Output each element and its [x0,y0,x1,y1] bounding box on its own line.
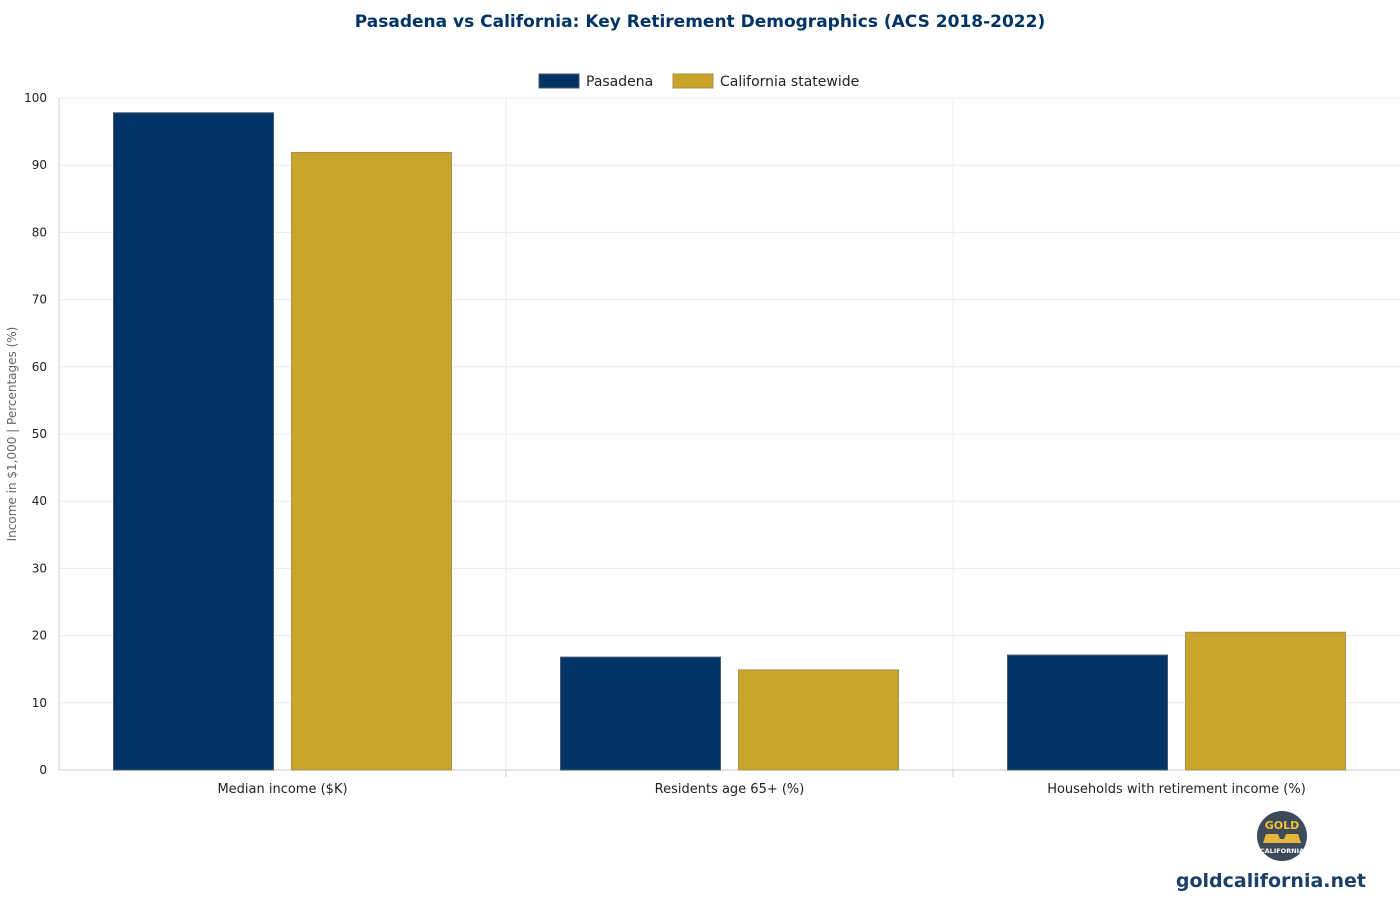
logo-top-text: GOLD [1265,819,1300,832]
y-tick-label-5: 50 [32,427,47,441]
legend: Pasadena California statewide [538,73,859,90]
bar-california-statewide-1 [738,669,899,771]
bar-pasadena-0 [113,112,274,771]
bar-pasadena-2 [1007,654,1168,771]
y-tick-label-4: 40 [32,494,47,508]
legend-label-1: California statewide [720,74,859,90]
gold-bars-icon [1263,834,1301,843]
y-tick-label-3: 30 [32,561,47,575]
y-tick-label-8: 80 [32,225,47,239]
y-tick-label-2: 20 [32,629,47,643]
y-tick-label-10: 100 [24,91,47,105]
x-axis-ticks: Median income ($K) Residents age 65+ (%) H… [217,782,1305,797]
y-tick-label-9: 90 [32,158,47,172]
legend-swatch-1 [672,73,714,89]
x-tick-label-0: Median income ($K) [217,782,347,797]
y-axis-title: Income in $1,000 | Percentages (%) [5,327,19,542]
gridlines [58,97,1400,777]
bars [113,112,1346,771]
bar-pasadena-1 [560,656,721,771]
y-axis-ticks: 0 10 20 30 40 50 60 70 80 90 100 [24,91,47,777]
logo-bottom-text: CALIFORNIA [1260,847,1304,855]
legend-swatch-0 [538,73,580,89]
y-tick-label-7: 70 [32,293,47,307]
y-tick-label-0: 0 [39,763,47,777]
bar-california-statewide-0 [291,151,452,771]
legend-label-0: Pasadena [586,74,653,90]
x-tick-label-1: Residents age 65+ (%) [655,782,805,797]
chart-title: Pasadena vs California: Key Retirement D… [355,12,1045,32]
x-tick-label-2: Households with retirement income (%) [1047,782,1306,797]
y-tick-label-6: 60 [32,360,47,374]
bar-california-statewide-2 [1185,631,1346,771]
y-tick-label-1: 10 [32,696,47,710]
site-url: goldcalifornia.net [1176,870,1366,892]
brand-logo: GOLD CALIFORNIA [1257,811,1307,861]
